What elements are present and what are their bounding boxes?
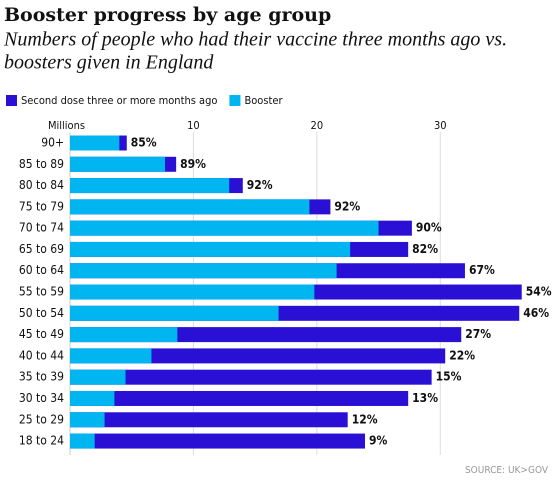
annotation: 27%	[465, 327, 491, 341]
annotation: 90%	[416, 221, 442, 235]
source: SOURCE: UK>GOV	[465, 465, 549, 476]
legend-label: Booster	[244, 94, 283, 107]
x-tick-label: 10	[187, 119, 200, 132]
bar	[70, 433, 95, 449]
annotation: 82%	[412, 242, 438, 256]
y-tick-label: 70 to 74	[19, 221, 64, 235]
bar	[70, 199, 310, 215]
axis-label: Millions	[48, 119, 85, 132]
annotation: 15%	[436, 370, 462, 384]
bar	[70, 433, 365, 449]
y-tick-label: 40 to 44	[19, 348, 64, 362]
x-tick-label: 30	[434, 119, 447, 132]
y-tick-label: 45 to 49	[19, 327, 64, 341]
bar	[70, 220, 379, 236]
bar	[70, 369, 126, 385]
bar	[70, 390, 115, 406]
bar	[70, 156, 166, 172]
bar	[70, 348, 446, 364]
y-tick-label: 18 to 24	[19, 434, 64, 448]
bar	[70, 348, 152, 364]
bar	[70, 390, 409, 406]
y-tick-label: 35 to 39	[19, 370, 64, 384]
chart-subtitle: Numbers of people who had their vaccine …	[3, 29, 507, 51]
x-tick-label: 20	[311, 119, 324, 132]
chart-title: Booster progress by age group	[4, 4, 331, 26]
bar	[70, 369, 432, 385]
bar	[70, 178, 230, 194]
annotation: 85%	[131, 136, 157, 150]
bar	[70, 412, 348, 428]
bar	[70, 412, 105, 428]
legend-label: Second dose three or more months ago	[21, 94, 217, 107]
annotation: 92%	[247, 178, 273, 192]
bar	[70, 263, 337, 279]
y-tick-label: 30 to 34	[19, 391, 64, 405]
y-tick-label: 85 to 89	[19, 157, 64, 171]
annotation: 9%	[369, 434, 388, 448]
y-tick-label: 75 to 79	[19, 199, 64, 213]
bar	[70, 305, 279, 321]
y-tick-label: 25 to 29	[19, 412, 64, 426]
annotation: 54%	[526, 285, 552, 299]
annotation: 22%	[449, 348, 475, 362]
y-tick-label: 80 to 84	[19, 178, 64, 192]
y-tick-label: 50 to 54	[19, 306, 64, 320]
bar	[70, 241, 351, 257]
y-tick-label: 60 to 64	[19, 263, 64, 277]
bar	[70, 327, 178, 343]
bar	[70, 135, 120, 151]
chart-subtitle: boosters given in England	[4, 52, 214, 74]
annotation: 67%	[469, 263, 495, 277]
annotation: 12%	[352, 412, 378, 426]
y-tick-label: 65 to 69	[19, 242, 64, 256]
y-tick-label: 55 to 59	[19, 285, 64, 299]
bar	[70, 284, 315, 300]
y-tick-label: 90+	[41, 136, 64, 150]
annotation: 13%	[412, 391, 438, 405]
annotation: 46%	[523, 306, 549, 320]
annotation: 89%	[180, 157, 206, 171]
legend-swatch	[229, 95, 241, 106]
legend-swatch	[6, 95, 17, 106]
annotation: 92%	[334, 199, 360, 213]
